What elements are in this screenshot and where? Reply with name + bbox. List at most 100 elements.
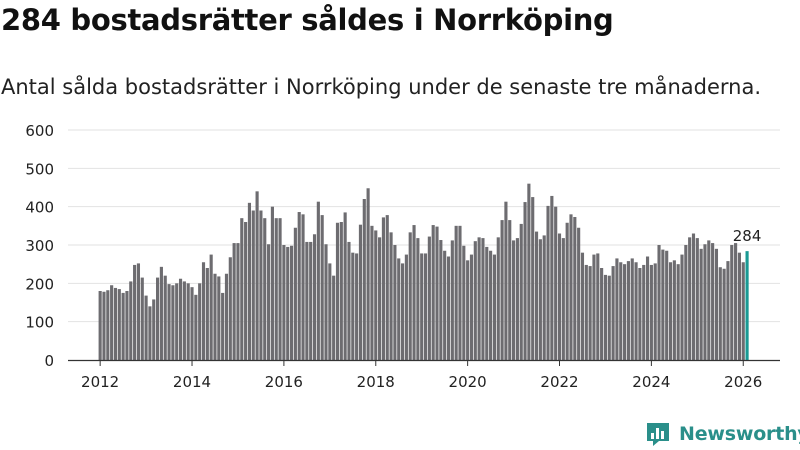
bar <box>213 273 217 360</box>
bar <box>328 263 332 360</box>
bar <box>263 218 267 360</box>
bar <box>156 277 160 360</box>
bar <box>645 256 650 360</box>
bar <box>550 195 554 360</box>
bar <box>289 245 294 360</box>
bar <box>485 246 489 360</box>
bar <box>278 218 282 360</box>
bar <box>477 237 481 360</box>
bar <box>136 263 141 360</box>
bar <box>443 250 447 360</box>
bar <box>653 263 657 360</box>
bar <box>515 238 519 360</box>
bar <box>577 227 581 360</box>
bar <box>481 238 485 360</box>
bar <box>270 206 274 360</box>
bar <box>175 283 179 360</box>
bar <box>335 222 340 360</box>
bar <box>324 244 328 360</box>
bar <box>339 222 343 360</box>
y-tick-label: 300 <box>25 237 54 255</box>
bar <box>730 245 734 360</box>
bar <box>680 254 684 360</box>
brand-logo: Newsworthy <box>645 420 800 448</box>
bar <box>194 294 198 360</box>
bar <box>607 275 611 360</box>
bar <box>408 232 412 360</box>
bar <box>630 258 634 360</box>
bar <box>615 258 619 360</box>
bar <box>129 281 133 360</box>
bar <box>626 261 630 360</box>
bar <box>435 226 439 360</box>
bar <box>282 245 286 360</box>
bar <box>554 206 558 360</box>
y-tick-label: 100 <box>25 314 54 332</box>
bar <box>316 201 320 360</box>
x-tick-label: 2016 <box>265 373 303 391</box>
bar <box>527 183 531 360</box>
bar-chart-logo-icon <box>647 423 669 446</box>
bar <box>584 264 588 360</box>
bar <box>588 266 592 360</box>
bar <box>343 212 347 360</box>
bar <box>707 240 711 360</box>
bar <box>102 291 106 360</box>
bar <box>159 266 163 360</box>
bar <box>152 299 156 360</box>
bar <box>504 201 508 360</box>
bar <box>596 253 600 360</box>
bar <box>297 212 301 360</box>
x-tick-label: 2022 <box>540 373 578 391</box>
bar <box>370 225 374 360</box>
bar <box>466 260 470 360</box>
bar <box>381 217 385 360</box>
bar <box>718 267 722 360</box>
bar <box>312 234 317 360</box>
bar <box>676 264 680 360</box>
bar <box>133 264 137 360</box>
bar <box>182 281 186 360</box>
bar <box>684 245 688 360</box>
bar <box>603 274 608 360</box>
bar <box>519 223 523 360</box>
bar <box>423 253 428 360</box>
bar <box>711 243 715 360</box>
bar <box>691 233 696 360</box>
bar <box>726 261 730 360</box>
y-tick-label: 0 <box>44 352 54 370</box>
x-tick-label: 2018 <box>357 373 395 391</box>
bar <box>665 250 669 360</box>
bar <box>205 268 209 360</box>
bar <box>508 220 512 360</box>
bar <box>496 237 500 360</box>
bar <box>657 245 661 360</box>
bar <box>458 225 462 360</box>
bar <box>695 238 699 360</box>
highlight-bar <box>745 251 749 360</box>
bar <box>534 231 539 360</box>
bar <box>244 222 248 360</box>
x-tick-label: 2026 <box>724 373 762 391</box>
bar <box>557 233 562 360</box>
bar <box>393 245 397 360</box>
bar <box>217 276 221 360</box>
bar <box>259 210 263 360</box>
bar <box>293 227 297 360</box>
bar <box>397 258 401 360</box>
x-tick-label: 2012 <box>81 373 119 391</box>
bar <box>240 218 244 360</box>
bar <box>420 253 424 360</box>
bar <box>688 237 692 360</box>
bar <box>355 253 359 360</box>
bar <box>286 246 290 360</box>
bar <box>454 225 458 360</box>
bar <box>431 225 435 360</box>
bar <box>113 287 118 360</box>
bar <box>473 241 477 360</box>
bar <box>737 252 741 360</box>
bar <box>190 287 194 360</box>
bar <box>462 245 466 360</box>
bar <box>427 236 431 360</box>
bar <box>163 275 167 360</box>
